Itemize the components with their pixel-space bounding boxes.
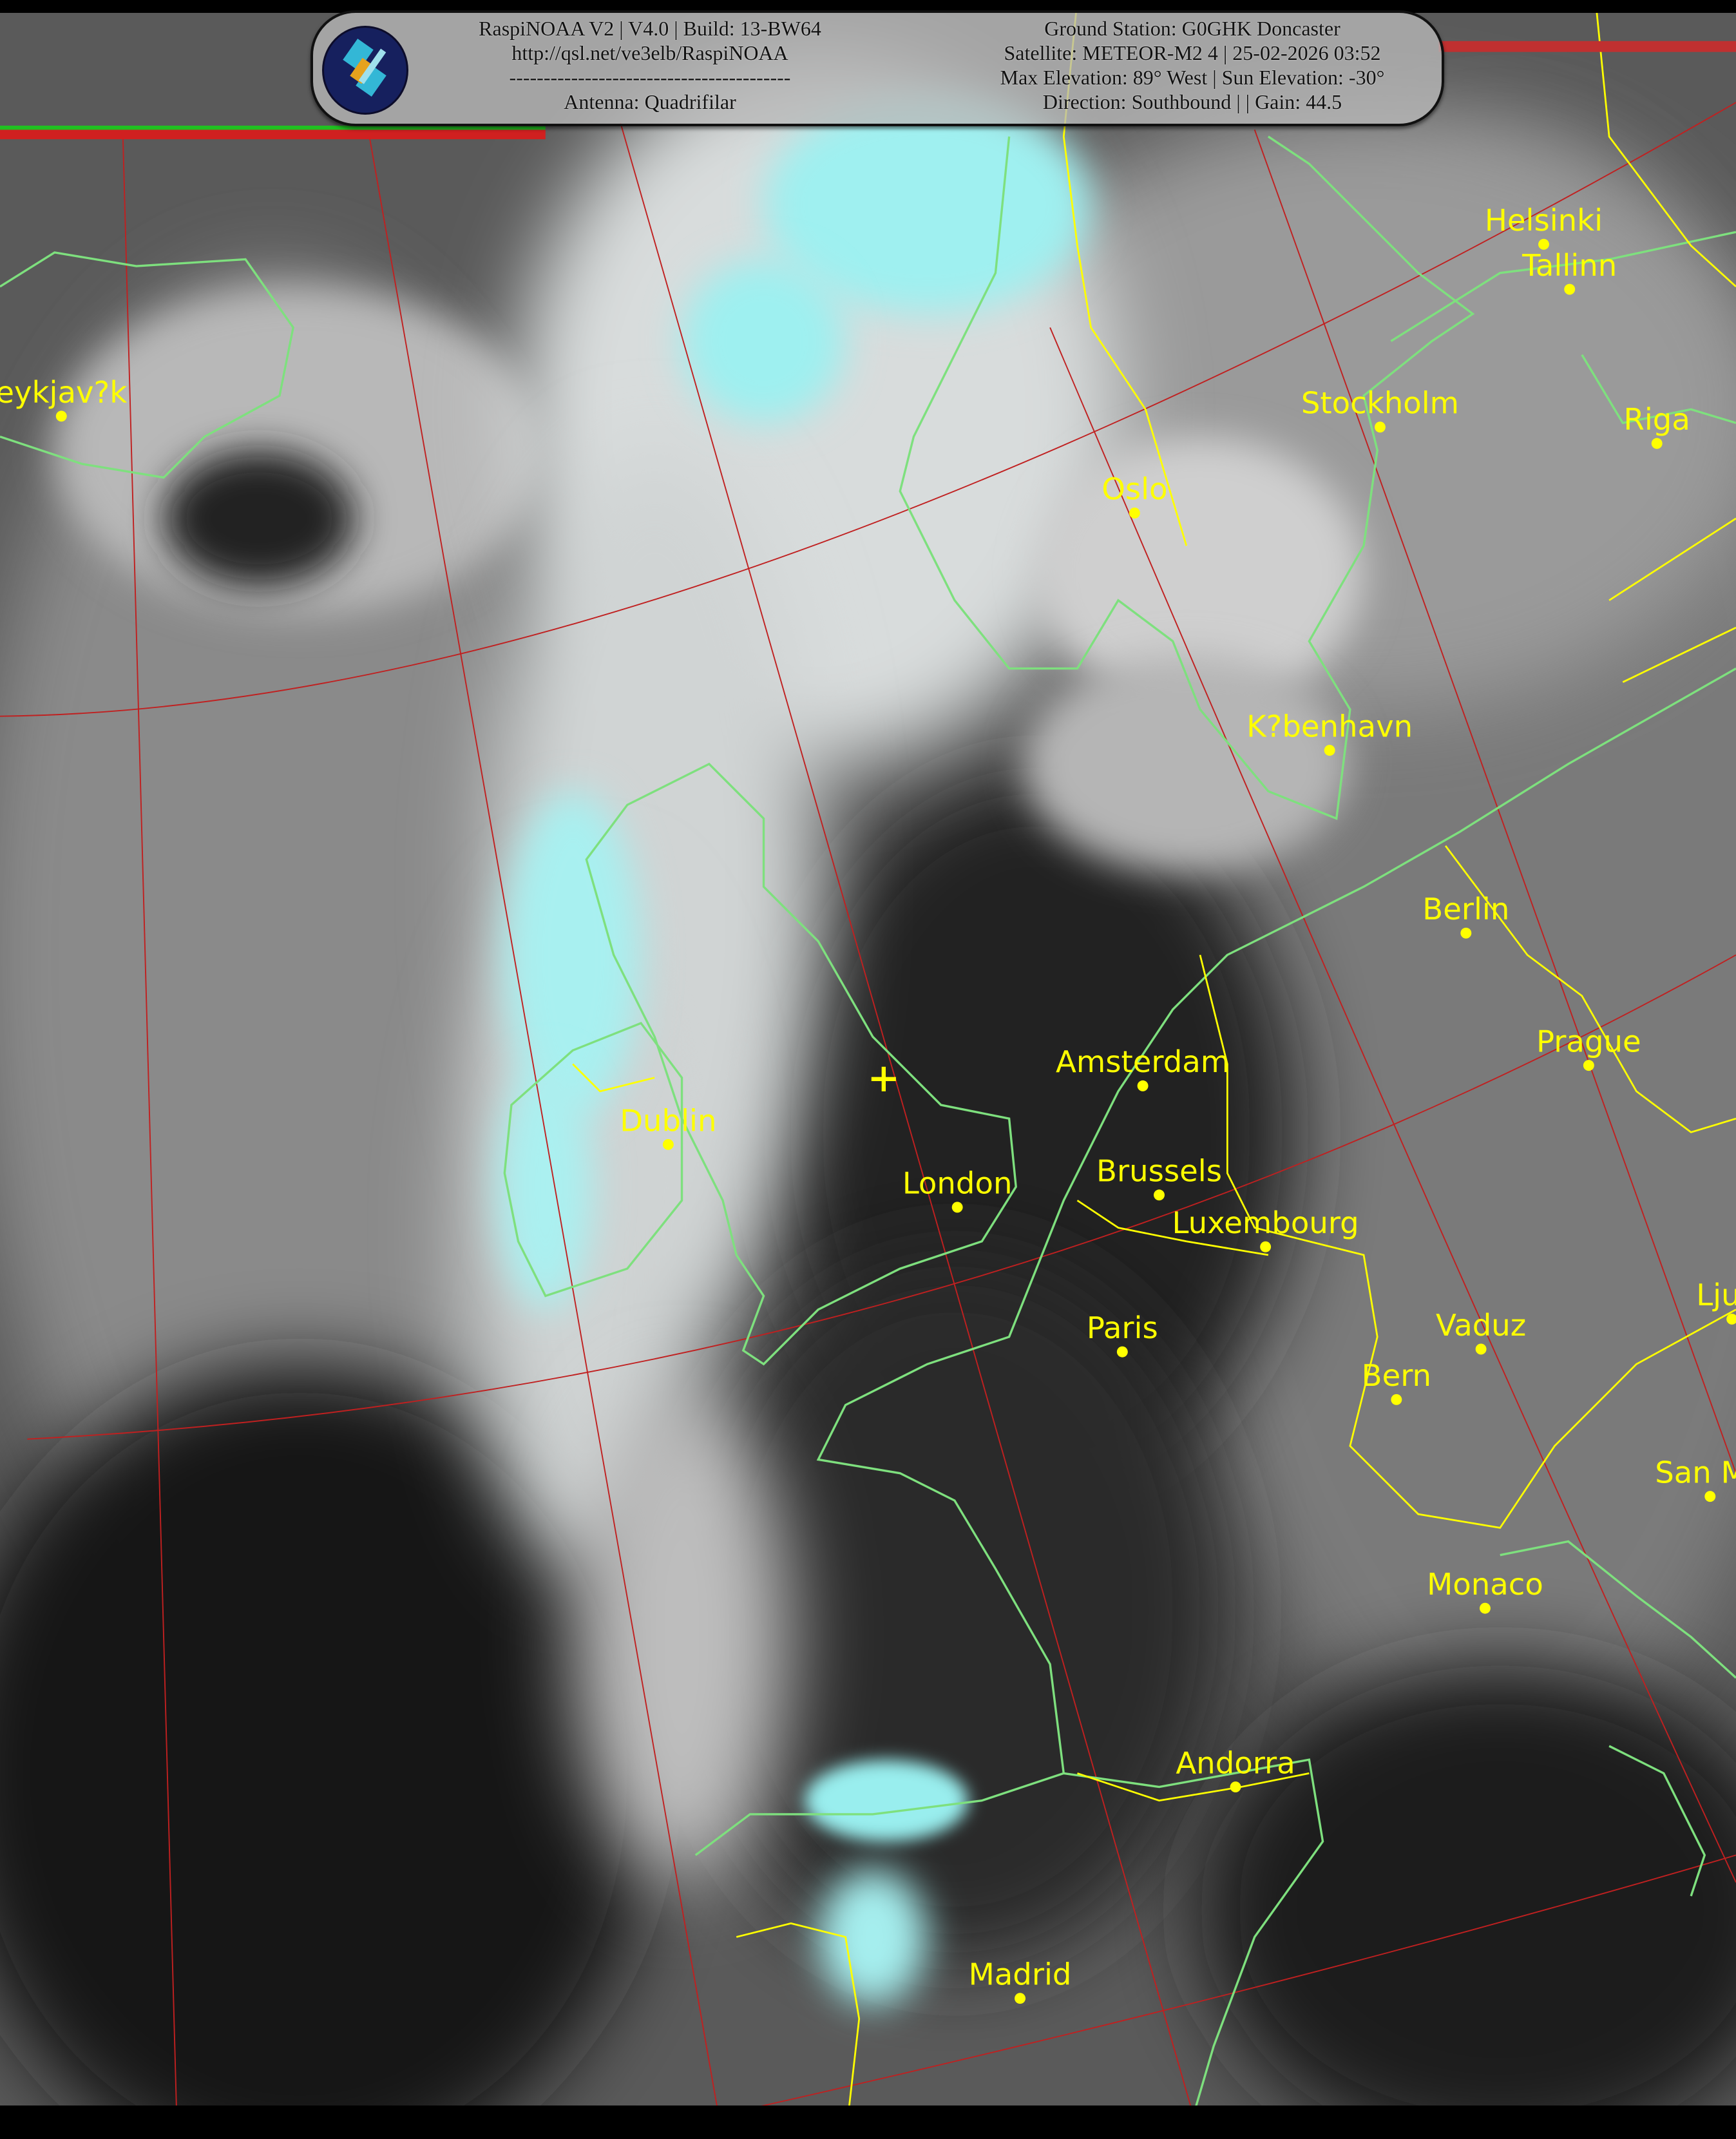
city-marker: Helsinki bbox=[1485, 203, 1603, 250]
noise-band-top-left-2 bbox=[0, 126, 546, 130]
noise-band-top-right bbox=[1438, 41, 1736, 52]
city-dot bbox=[55, 410, 67, 422]
plus-icon bbox=[871, 1066, 896, 1091]
city-marker: Dublin bbox=[620, 1103, 717, 1150]
software-title: RaspiNOAA V2 | V4.0 | Build: 13-BW64 bbox=[479, 17, 821, 40]
noise-band-top-left bbox=[0, 129, 546, 140]
city-dot bbox=[1116, 1346, 1128, 1357]
city-marker: Riga bbox=[1624, 402, 1690, 449]
antenna-info: Antenna: Quadrifilar bbox=[564, 90, 736, 113]
city-dot bbox=[1374, 421, 1386, 433]
city-dot bbox=[1015, 1993, 1026, 2004]
iceland-coast bbox=[0, 251, 294, 479]
city-dot bbox=[1538, 238, 1549, 250]
city-dot bbox=[1260, 1241, 1272, 1252]
scandinavia-coast bbox=[899, 135, 1475, 820]
city-marker: Tallinn bbox=[1521, 248, 1617, 295]
city-marker: Paris bbox=[1087, 1310, 1158, 1357]
city-marker: London bbox=[902, 1166, 1013, 1213]
iberia-coast bbox=[694, 1772, 1064, 1856]
city-dot bbox=[1583, 1060, 1594, 1071]
city-marker: Madrid bbox=[969, 1957, 1072, 2004]
city-marker: eykjav?k bbox=[0, 375, 127, 422]
top-black-bar bbox=[0, 0, 1736, 13]
city-label: Ljubl bbox=[1696, 1278, 1736, 1312]
city-label: Tallinn bbox=[1521, 248, 1617, 283]
city-dot bbox=[1460, 927, 1472, 939]
city-label: Monaco bbox=[1427, 1567, 1543, 1602]
city-marker: Luxembourg bbox=[1172, 1205, 1359, 1252]
elevation-info: Max Elevation: 89° West | Sun Elevation:… bbox=[1000, 66, 1385, 89]
city-marker: Monaco bbox=[1427, 1567, 1543, 1614]
city-dot bbox=[1154, 1189, 1165, 1201]
city-marker: Brussels bbox=[1096, 1154, 1222, 1201]
city-labels: Helsinki Tallinn eykjav?k Stockholm Riga Oslo… bbox=[0, 203, 1736, 2139]
city-dot bbox=[1726, 1313, 1736, 1325]
city-label: Dublin bbox=[620, 1103, 716, 1138]
city-dot bbox=[1564, 283, 1576, 295]
city-label: Paris bbox=[1087, 1310, 1158, 1345]
city-label: Oslo bbox=[1102, 472, 1167, 506]
ground-station-marker bbox=[871, 1066, 896, 1091]
baltic-coast bbox=[1390, 231, 1736, 425]
city-dot bbox=[951, 1202, 963, 1213]
city-marker: San Ma bbox=[1655, 1455, 1736, 1502]
satellite-icon bbox=[322, 26, 408, 115]
city-label: K?benhavn bbox=[1246, 709, 1413, 743]
bottom-black-bar bbox=[0, 2105, 1736, 2139]
city-marker: K?benhavn bbox=[1246, 709, 1413, 756]
city-marker: Bern bbox=[1362, 1358, 1431, 1405]
city-label: Luxembourg bbox=[1172, 1205, 1359, 1240]
city-marker: Prague bbox=[1536, 1024, 1641, 1071]
ground-station: Ground Station: G0GHK Doncaster bbox=[1044, 17, 1340, 40]
city-label: Helsinki bbox=[1485, 203, 1603, 238]
project-url[interactable]: http://qsl.net/ve3elb/RaspiNOAA bbox=[511, 41, 788, 64]
city-marker: Vaduz bbox=[1436, 1308, 1526, 1355]
city-marker: Ljubl bbox=[1696, 1278, 1736, 1325]
city-label: Prague bbox=[1536, 1024, 1641, 1059]
city-label: Brussels bbox=[1096, 1154, 1222, 1189]
city-dot bbox=[1479, 1602, 1491, 1614]
italy-coast bbox=[1500, 1540, 1736, 1897]
city-label: Vaduz bbox=[1436, 1308, 1526, 1343]
city-label: Stockholm bbox=[1301, 386, 1459, 421]
ireland-coast bbox=[503, 1021, 683, 1298]
city-dot bbox=[1651, 437, 1663, 449]
city-label: Amsterdam bbox=[1056, 1044, 1230, 1079]
city-marker: Oslo bbox=[1102, 472, 1168, 519]
city-label: Riga bbox=[1624, 402, 1690, 437]
direction-gain-info: Direction: Southbound | | Gain: 44.5 bbox=[1042, 90, 1342, 113]
satellite-info: Satellite: METEOR-M2 4 | 25-02-2026 03:5… bbox=[1004, 41, 1381, 64]
city-marker: Berlin bbox=[1422, 892, 1509, 939]
city-label: Andorra bbox=[1176, 1745, 1295, 1780]
city-label: San Ma bbox=[1655, 1455, 1736, 1490]
separator: ----------------------------------------… bbox=[509, 66, 791, 89]
city-dot bbox=[1230, 1781, 1241, 1793]
city-dot bbox=[1704, 1491, 1716, 1502]
cloud-layer bbox=[0, 54, 1736, 2139]
info-panel: RaspiNOAA V2 | V4.0 | Build: 13-BW64 htt… bbox=[310, 10, 1444, 126]
city-label: eykjav?k bbox=[0, 375, 127, 410]
city-dot bbox=[1324, 745, 1335, 756]
city-dot bbox=[1129, 507, 1140, 519]
city-dot bbox=[1475, 1343, 1487, 1355]
city-marker: Amsterdam bbox=[1056, 1044, 1230, 1091]
city-dot bbox=[1391, 1394, 1402, 1405]
city-marker: Stockholm bbox=[1301, 386, 1459, 433]
city-label: Madrid bbox=[969, 1957, 1072, 1992]
great-britain-coast bbox=[585, 762, 1017, 1366]
coastlines bbox=[0, 135, 1736, 2139]
city-dot bbox=[1137, 1080, 1149, 1091]
city-label: Berlin bbox=[1422, 892, 1509, 926]
city-label: London bbox=[902, 1166, 1013, 1201]
continental-coast bbox=[816, 667, 1736, 2139]
city-dot bbox=[662, 1138, 674, 1150]
city-marker: Andorra bbox=[1176, 1745, 1295, 1793]
city-label: Bern bbox=[1362, 1358, 1431, 1393]
graticule bbox=[0, 102, 1736, 2139]
